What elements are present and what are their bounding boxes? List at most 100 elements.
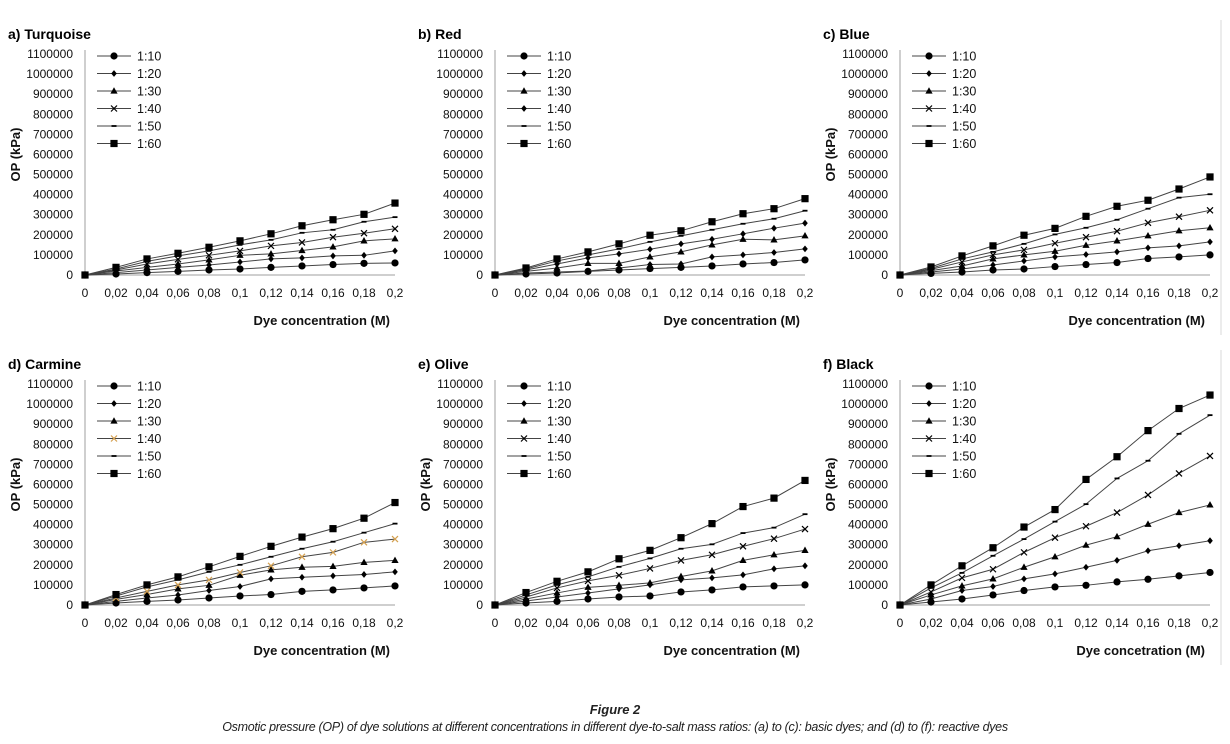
x-tick-label: 0,18 <box>762 286 786 300</box>
legend-label: 1:60 <box>952 137 976 151</box>
data-point <box>1175 253 1183 261</box>
y-axis-label: OP (kPa) <box>418 458 433 512</box>
legend-marker <box>925 435 933 442</box>
legend-marker <box>111 455 117 457</box>
data-point <box>361 251 367 259</box>
data-point <box>615 259 623 266</box>
x-tick-label: 0 <box>82 616 89 630</box>
data-point <box>1082 475 1090 484</box>
data-point <box>990 250 996 253</box>
x-tick-label: 0,18 <box>762 616 786 630</box>
x-tick-label: 0 <box>492 286 499 300</box>
y-tick-label: 0 <box>66 268 73 282</box>
legend-marker <box>925 52 933 60</box>
chart-black: 0 100000 200000 300000 400000 500000 600000 700… <box>823 377 1219 658</box>
data-point <box>739 235 747 242</box>
y-tick-label: 600000 <box>33 477 73 491</box>
data-point <box>771 565 777 573</box>
data-point <box>709 228 715 231</box>
data-point <box>616 565 622 568</box>
data-point <box>237 563 243 566</box>
x-tick-label: 0,04 <box>545 286 569 300</box>
x-tick-label: 0,08 <box>1012 286 1036 300</box>
y-axis-label: OP (kPa) <box>8 458 23 512</box>
panel-title: b) Red <box>418 26 462 42</box>
y-tick-label: 1000000 <box>26 397 73 411</box>
series-1-50 <box>492 513 808 606</box>
series-1-30 <box>896 501 1214 608</box>
data-point <box>990 261 996 269</box>
legend-item: 1:20 <box>507 397 571 411</box>
legend-marker <box>520 52 528 60</box>
data-point <box>1144 575 1152 583</box>
data-point <box>801 256 809 264</box>
legend-marker <box>925 469 933 478</box>
legend-marker <box>110 417 118 424</box>
data-point <box>1021 575 1027 583</box>
x-axis-label: Dye concentration (M) <box>253 643 390 658</box>
y-tick-label: 900000 <box>443 87 483 101</box>
y-tick-label: 300000 <box>443 538 483 552</box>
panel-carmine: d) Carmine 0 100000 200000 300000 400000 5000… <box>0 350 410 685</box>
data-point <box>298 563 306 570</box>
legend-item: 1:20 <box>97 397 161 411</box>
series-1-40 <box>81 535 399 609</box>
legend-label: 1:20 <box>952 397 976 411</box>
panel-olive: e) Olive 0 100000 200000 300000 400000 500000… <box>410 350 820 685</box>
series-1-60 <box>81 498 399 609</box>
data-point <box>554 584 560 586</box>
figure-title: Figure 2 <box>589 702 641 717</box>
legend-item: 1:50 <box>97 120 161 134</box>
legend-marker <box>925 105 933 112</box>
legend-item: 1:40 <box>507 102 571 116</box>
data-point <box>236 552 244 560</box>
data-point <box>1113 532 1121 540</box>
data-point <box>206 249 212 252</box>
data-point <box>205 251 213 259</box>
y-tick-label: 200000 <box>443 558 483 572</box>
panel-black: f) Black 0 100000 200000 300000 400000 500000… <box>815 350 1225 685</box>
data-point <box>647 240 653 243</box>
legend-marker <box>520 435 528 442</box>
data-point <box>236 237 244 245</box>
data-point <box>739 542 747 550</box>
y-tick-label: 800000 <box>443 107 483 121</box>
data-point <box>709 253 715 261</box>
data-point <box>802 209 808 212</box>
data-point <box>1206 391 1214 399</box>
data-point <box>299 573 305 581</box>
series-1-30 <box>896 223 1214 278</box>
data-point <box>267 566 275 573</box>
y-tick-label: 800000 <box>443 437 483 451</box>
data-point <box>802 562 808 570</box>
data-point <box>1082 233 1090 241</box>
x-tick-label: 0,16 <box>321 286 345 300</box>
data-point <box>708 520 716 528</box>
data-point <box>298 246 306 254</box>
data-point <box>958 562 966 570</box>
y-tick-label: 400000 <box>443 518 483 532</box>
data-point <box>330 540 336 543</box>
data-point <box>330 252 336 260</box>
y-tick-label: 300000 <box>33 208 73 222</box>
data-point <box>392 216 398 219</box>
separator <box>1220 350 1222 665</box>
x-tick-label: 0,18 <box>1167 616 1191 630</box>
x-tick-label: 0,14 <box>290 286 314 300</box>
data-point <box>143 587 151 595</box>
y-tick-label: 1100000 <box>437 47 483 61</box>
data-point <box>205 256 213 263</box>
data-point <box>267 590 275 599</box>
y-tick-label: 500000 <box>33 168 73 182</box>
legend-marker <box>111 70 117 77</box>
data-point <box>268 255 274 263</box>
data-point <box>298 553 306 561</box>
data-point <box>770 582 778 590</box>
legend-marker <box>925 417 933 424</box>
y-tick-label: 100000 <box>848 248 888 262</box>
data-point <box>1020 251 1028 258</box>
data-point <box>1082 541 1090 548</box>
data-point <box>391 225 399 233</box>
x-tick-label: 0,2 <box>387 286 404 300</box>
data-point <box>298 533 306 541</box>
